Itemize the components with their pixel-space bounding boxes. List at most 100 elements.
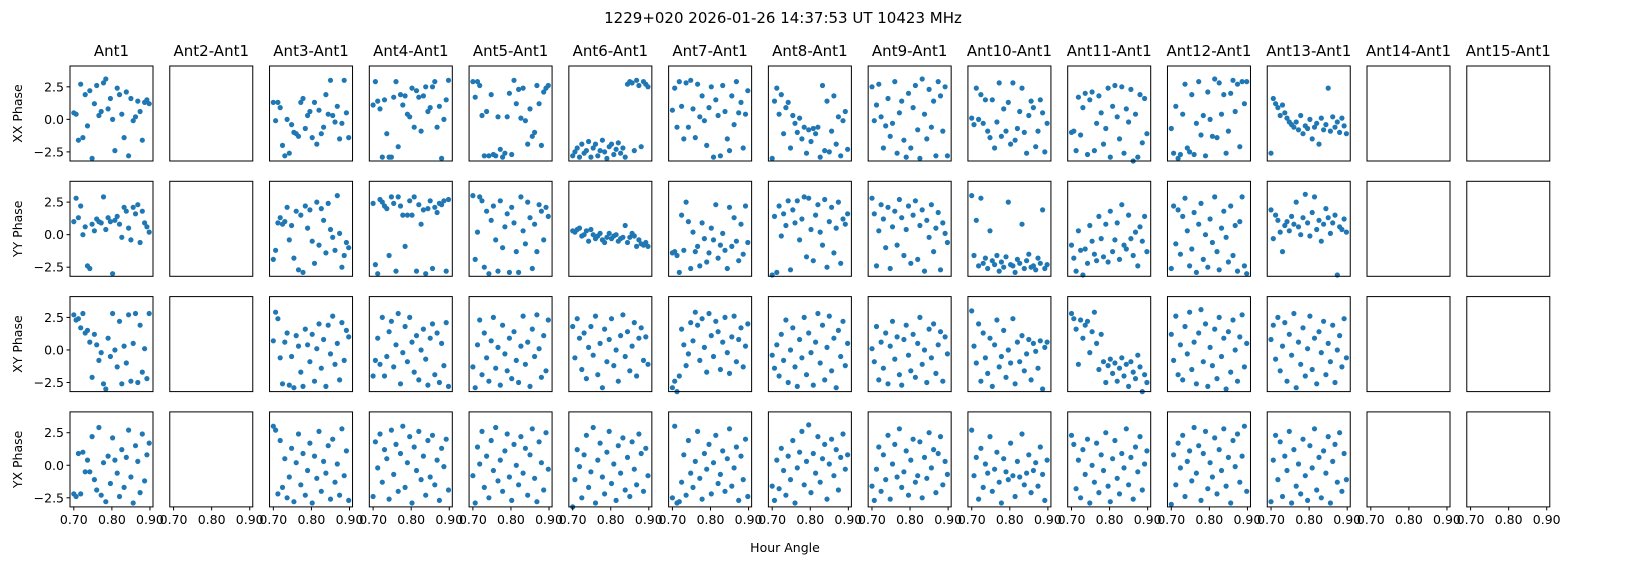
data-point (1214, 249, 1220, 255)
figure-title: 1229+020 2026-01-26 14:37:53 UT 10423 MH… (604, 9, 962, 27)
data-point (829, 204, 835, 210)
data-point (803, 458, 810, 464)
data-point (629, 439, 635, 445)
data-point (1096, 213, 1102, 219)
subplot-ant14-ant1-xx: Ant14-Ant1 (1366, 42, 1451, 162)
data-point (1218, 353, 1225, 360)
data-point (511, 329, 517, 335)
data-point (679, 103, 685, 109)
data-point (277, 105, 283, 111)
data-point (474, 79, 481, 85)
column-title: Ant4-Ant1 (373, 42, 448, 60)
data-point (1084, 318, 1091, 324)
data-point (1218, 111, 1225, 117)
data-point (781, 467, 787, 474)
data-point (332, 119, 338, 125)
data-point (602, 326, 608, 332)
data-point (520, 313, 526, 319)
data-point (815, 310, 821, 317)
subplot-ant13-ant1-xy (1266, 296, 1351, 393)
data-point (1239, 312, 1245, 318)
data-point (813, 212, 819, 218)
data-point (801, 194, 807, 200)
data-point (1232, 222, 1238, 229)
data-point (1273, 101, 1279, 107)
data-point (314, 141, 320, 147)
data-point (73, 195, 79, 201)
data-point (873, 263, 880, 269)
data-point (998, 259, 1005, 265)
data-point (799, 428, 805, 434)
subplot-ant10-ant1-xy (967, 296, 1052, 393)
data-point (395, 488, 401, 494)
data-point (1024, 470, 1030, 476)
data-point (810, 258, 816, 264)
data-point (1035, 483, 1041, 489)
data-point (1277, 112, 1283, 119)
data-point (132, 310, 139, 317)
data-point (411, 194, 417, 200)
data-point (783, 317, 789, 323)
data-point (112, 457, 118, 463)
data-point (1316, 454, 1322, 460)
data-point (736, 336, 742, 343)
data-point (899, 98, 905, 104)
data-point (933, 225, 939, 231)
data-point (443, 268, 449, 274)
data-point (724, 350, 730, 356)
data-point (845, 146, 851, 152)
data-point (738, 453, 744, 459)
data-point (745, 88, 751, 94)
data-point (774, 342, 780, 348)
axes-frame (169, 296, 254, 393)
data-point (1291, 447, 1297, 453)
data-point (397, 203, 404, 209)
data-point (1189, 246, 1195, 252)
data-point (1311, 194, 1318, 200)
data-point (588, 469, 594, 475)
data-point (636, 237, 642, 243)
data-point (835, 114, 842, 120)
axes-frame (767, 296, 852, 393)
data-point (388, 318, 394, 324)
subplot-ant12-ant1-xx: Ant12-Ant1 (1166, 42, 1251, 162)
data-point (1114, 378, 1120, 384)
data-point (370, 493, 376, 500)
data-point (781, 211, 787, 217)
data-point (441, 363, 447, 369)
data-point (876, 377, 882, 383)
data-point (1105, 259, 1111, 265)
data-point (486, 378, 492, 384)
data-point (409, 339, 415, 345)
data-point (91, 477, 97, 483)
data-point (1268, 207, 1274, 213)
data-point (1123, 106, 1129, 112)
data-point (139, 369, 145, 375)
data-point (1012, 493, 1018, 500)
data-point (144, 97, 150, 103)
data-point (690, 106, 696, 112)
data-point (1270, 236, 1276, 242)
data-point (736, 110, 742, 116)
data-point (808, 138, 814, 145)
data-point (1191, 209, 1197, 216)
data-point (887, 343, 893, 349)
data-point (541, 237, 547, 243)
data-point (391, 471, 397, 477)
data-point (885, 204, 891, 210)
data-point (423, 356, 429, 362)
data-point (697, 475, 703, 481)
data-point (595, 457, 601, 463)
data-point (484, 108, 490, 115)
data-point (1012, 137, 1018, 143)
data-point (1107, 154, 1113, 160)
data-point (602, 491, 608, 497)
data-point (1082, 471, 1088, 477)
data-point (876, 444, 882, 450)
data-point (275, 491, 281, 497)
data-point (969, 193, 975, 199)
x-tick-label: 0.70 (359, 512, 387, 527)
data-point (740, 477, 746, 483)
data-point (1207, 216, 1213, 222)
data-point (1135, 469, 1141, 475)
